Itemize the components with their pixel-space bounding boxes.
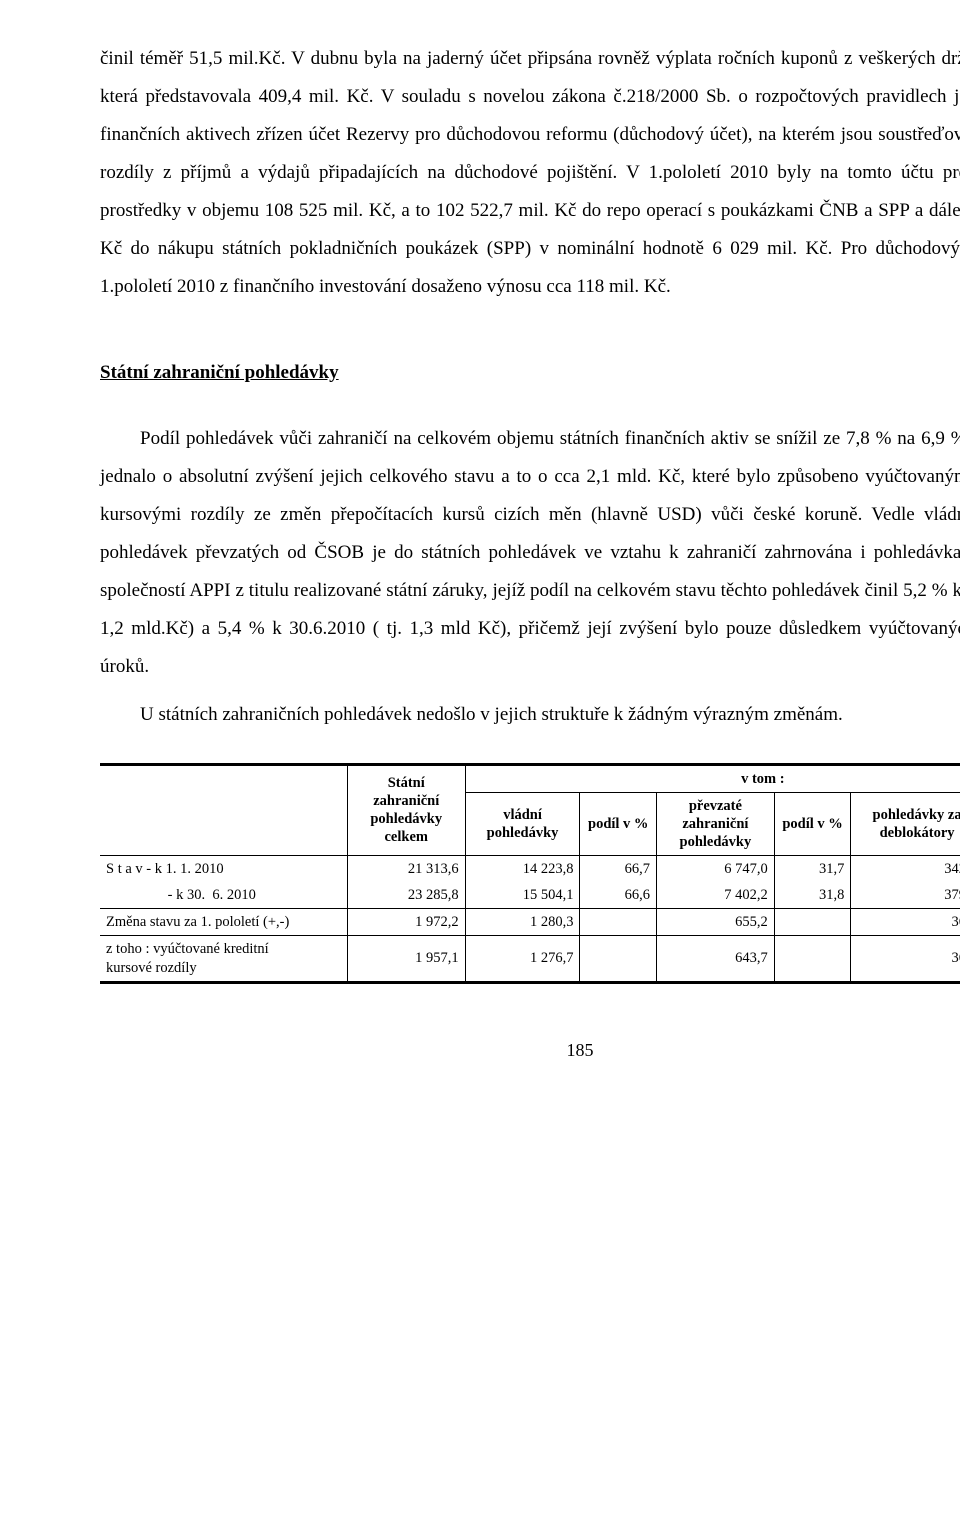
table-cell: 21 313,6 xyxy=(347,856,465,883)
receivables-table: Státní zahraniční pohledávky celkem v to… xyxy=(100,763,960,984)
table-cell-label: Změna stavu za 1. pololetí (+,-) xyxy=(100,909,347,936)
body-paragraph-2: Podíl pohledávek vůči zahraničí na celko… xyxy=(100,420,960,686)
table-header-v1: vládní pohledávky xyxy=(465,792,580,855)
table-header-total: Státní zahraniční pohledávky celkem xyxy=(347,764,465,856)
table-cell: 23 285,8 xyxy=(347,882,465,909)
table-cell-label: - k 30. 6. 2010 xyxy=(100,882,347,909)
table-header-empty xyxy=(100,764,347,856)
table-row: S t a v - k 1. 1. 2010 21 313,6 14 223,8… xyxy=(100,856,960,883)
table-row: Změna stavu za 1. pololetí (+,-) 1 972,2… xyxy=(100,909,960,936)
table-cell: 1 276,7 xyxy=(465,936,580,982)
table-header-p1: podíl v % xyxy=(580,792,657,855)
table-cell: 66,7 xyxy=(580,856,657,883)
body-paragraph-1: činil téměř 51,5 mil.Kč. V dubnu byla na… xyxy=(100,40,960,306)
table-cell: 1 957,1 xyxy=(347,936,465,982)
table-cell: 14 223,8 xyxy=(465,856,580,883)
table-header-v2: převzaté zahraniční pohledávky xyxy=(657,792,775,855)
table-cell-label: S t a v - k 1. 1. 2010 xyxy=(100,856,347,883)
table-cell: 655,2 xyxy=(657,909,775,936)
table-cell: 36,7 xyxy=(851,909,960,936)
table-cell: 1 972,2 xyxy=(347,909,465,936)
table-cell: 66,6 xyxy=(580,882,657,909)
table-header-group: v tom : xyxy=(465,764,960,792)
table-cell-label: z toho : vyúčtované kreditní kursové roz… xyxy=(100,936,347,982)
table-cell xyxy=(580,936,657,982)
table-cell xyxy=(774,936,851,982)
table-cell xyxy=(580,909,657,936)
table-cell: 7 402,2 xyxy=(657,882,775,909)
page-number: 185 xyxy=(100,1032,960,1068)
table-unit-note: v mil. Kč xyxy=(100,744,960,761)
table-cell: 1 280,3 xyxy=(465,909,580,936)
table-cell: 15 504,1 xyxy=(465,882,580,909)
table-cell xyxy=(774,909,851,936)
table-cell: 643,7 xyxy=(657,936,775,982)
table-cell: 31,8 xyxy=(774,882,851,909)
body-paragraph-3: U státních zahraničních pohledávek nedoš… xyxy=(100,696,960,734)
section-heading: Státní zahraniční pohledávky xyxy=(100,354,960,392)
table-row: - k 30. 6. 2010 23 285,8 15 504,1 66,6 7… xyxy=(100,882,960,909)
table-cell: 6 747,0 xyxy=(657,856,775,883)
table-cell: 31,7 xyxy=(774,856,851,883)
table-cell: 342,8 xyxy=(851,856,960,883)
table-cell: 379,5 xyxy=(851,882,960,909)
table-row: z toho : vyúčtované kreditní kursové roz… xyxy=(100,936,960,982)
table-cell: 36,7 xyxy=(851,936,960,982)
table-header-p2: podíl v % xyxy=(774,792,851,855)
table-header-v3: pohledávky za deblokátory xyxy=(851,792,960,855)
